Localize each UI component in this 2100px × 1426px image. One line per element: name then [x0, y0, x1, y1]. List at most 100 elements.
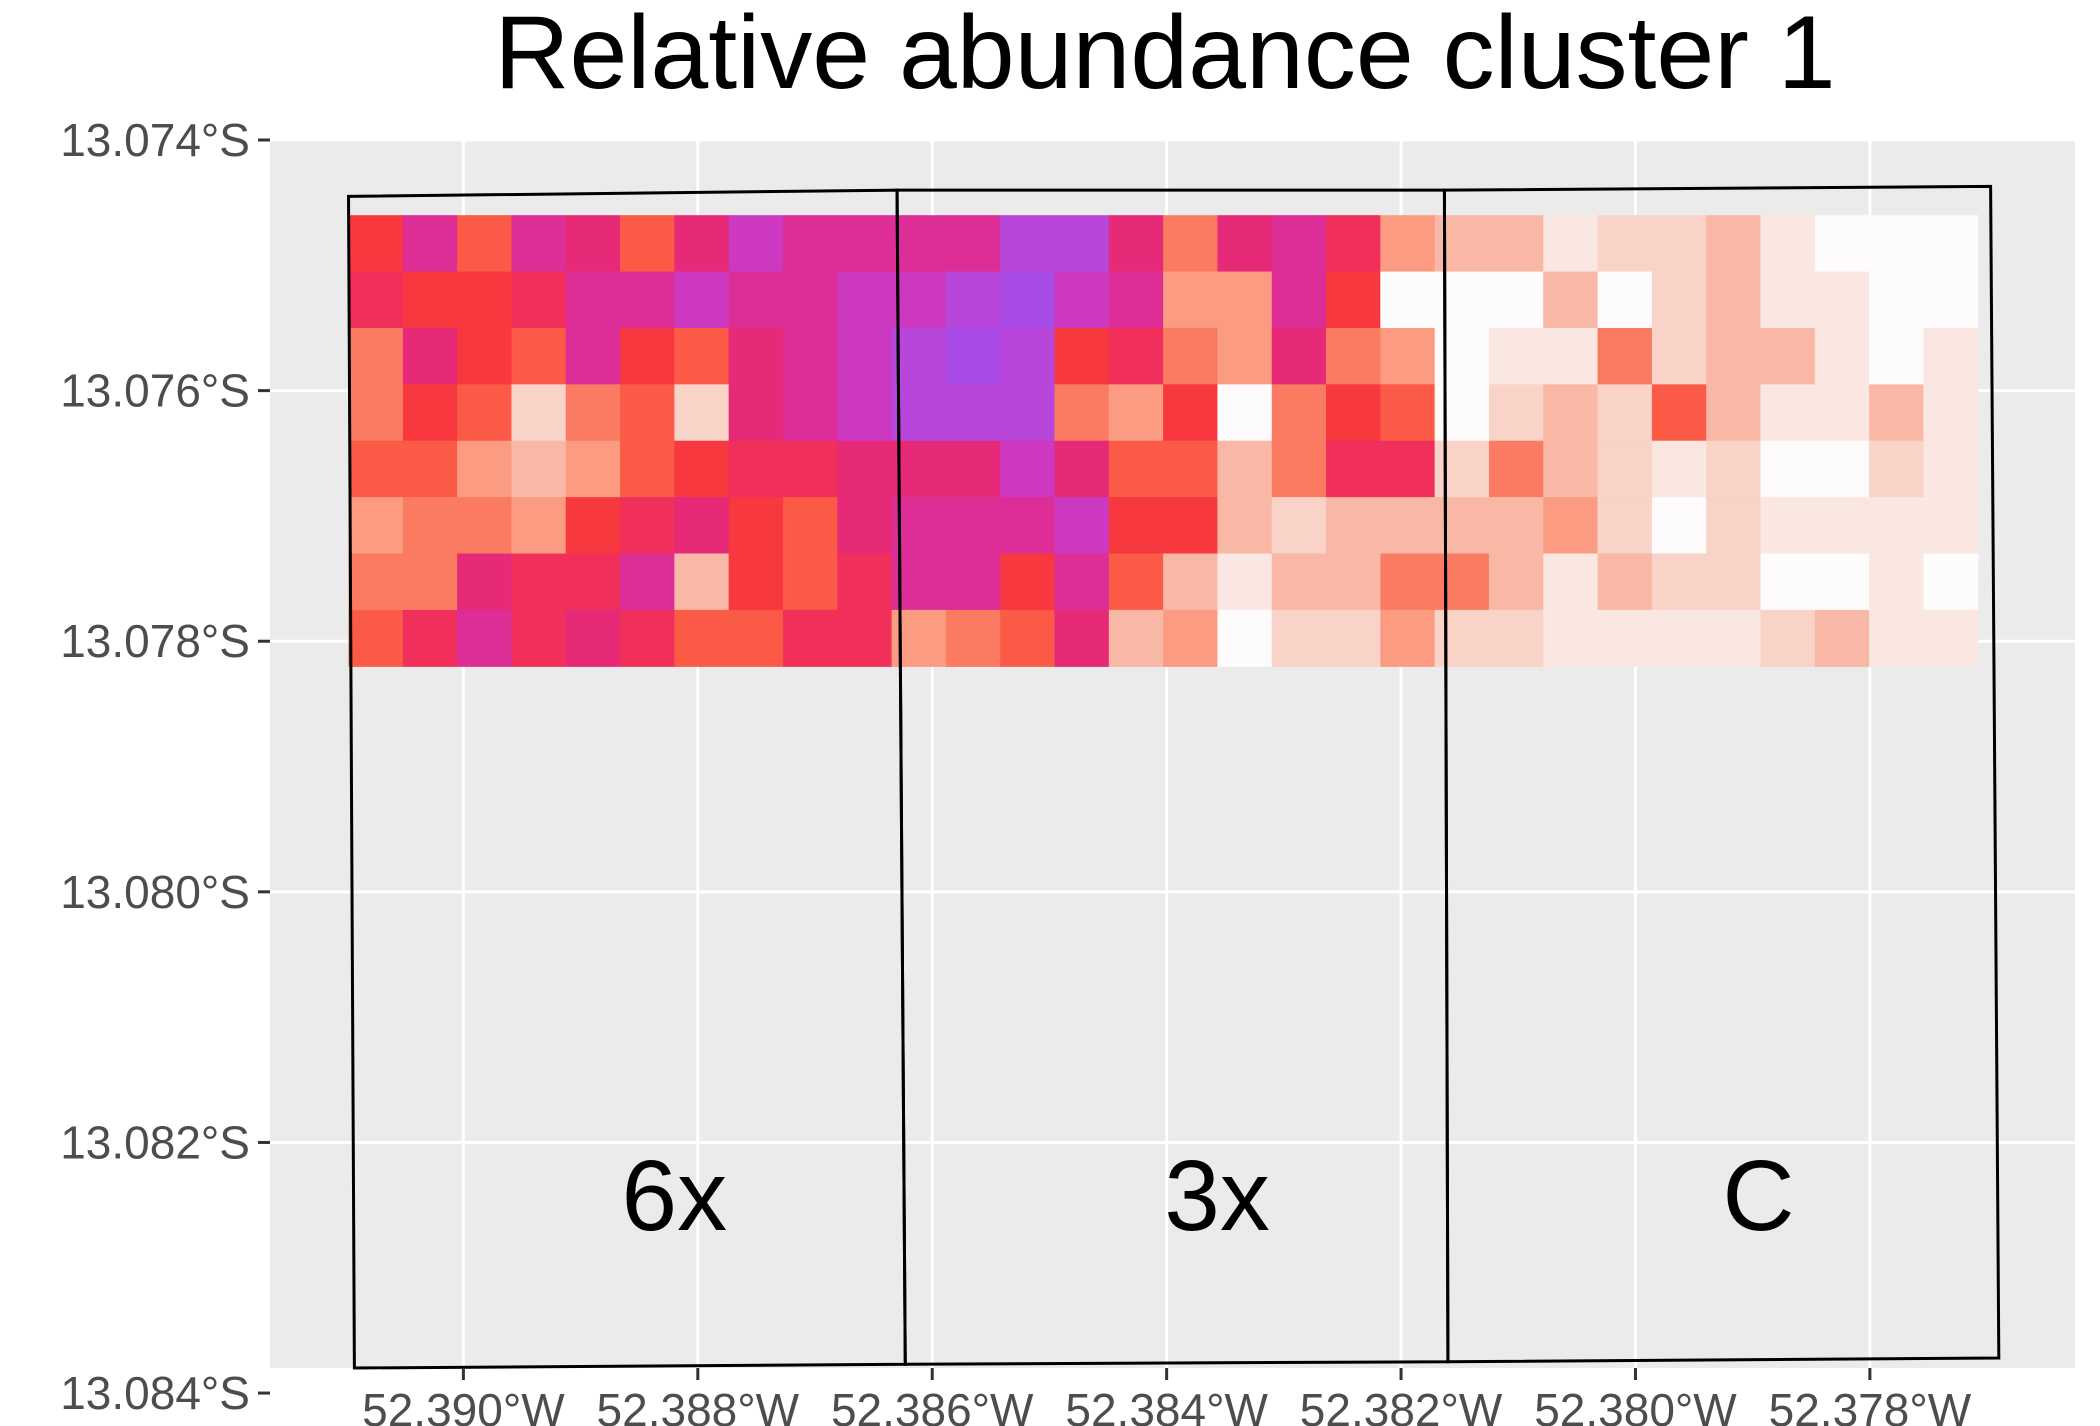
heatmap-cell [511, 497, 567, 555]
heatmap-cell [674, 553, 730, 611]
heatmap-cell [1108, 553, 1164, 611]
heatmap-cell [565, 440, 621, 498]
heatmap-cell [1869, 497, 1925, 555]
heatmap-cell [1000, 327, 1056, 385]
heatmap-cell [620, 215, 675, 273]
y-tick-label: 13.074°S [60, 114, 250, 166]
heatmap-cell [782, 384, 838, 442]
heatmap-cell [565, 384, 621, 442]
heatmap-cell [891, 440, 947, 498]
heatmap-cell [782, 271, 838, 329]
heatmap-cell [1760, 609, 1816, 667]
heatmap-cell [1706, 215, 1762, 273]
heatmap-cell [565, 327, 621, 385]
heatmap-cell [1163, 327, 1219, 385]
heatmap-cell [1326, 215, 1381, 273]
heatmap-cell [1760, 215, 1816, 273]
heatmap-cell [402, 384, 458, 442]
heatmap-cell [1054, 271, 1110, 329]
heatmap-cell [1923, 384, 1979, 442]
heatmap-cell [1651, 327, 1707, 385]
heatmap-cell [402, 609, 458, 667]
heatmap-cell [1054, 553, 1110, 611]
heatmap-cell [1054, 609, 1110, 667]
heatmap-cell [782, 609, 838, 667]
heatmap-cell [1108, 384, 1164, 442]
heatmap-cell [1706, 327, 1762, 385]
heatmap-cell [1923, 553, 1979, 611]
heatmap-cell [620, 384, 675, 442]
heatmap-cell [1271, 440, 1327, 498]
heatmap-cell [1923, 609, 1979, 667]
heatmap-cell [1434, 271, 1490, 329]
heatmap-cell [1108, 327, 1164, 385]
heatmap-cell [1380, 440, 1436, 498]
heatmap-cell [1923, 271, 1979, 329]
heatmap-cell [728, 497, 784, 555]
heatmap-cell [1760, 271, 1816, 329]
heatmap-cell [1706, 271, 1762, 329]
heatmap-cell [1271, 215, 1327, 273]
heatmap-cell [1000, 440, 1056, 498]
heatmap-cell [1651, 609, 1707, 667]
heatmap-cell [1651, 440, 1707, 498]
heatmap-cell [1217, 440, 1273, 498]
heatmap-cell [1054, 497, 1110, 555]
heatmap-cell [1000, 215, 1056, 273]
heatmap-cell [1326, 327, 1381, 385]
heatmap-cell [891, 271, 947, 329]
heatmap-cell [1706, 384, 1762, 442]
heatmap-cell [728, 440, 784, 498]
heatmap-cell [1217, 553, 1273, 611]
heatmap-cell [348, 384, 404, 442]
heatmap-cell [891, 327, 947, 385]
plot-labels: 6x 3x C [622, 1140, 1795, 1252]
heatmap-cell [402, 271, 458, 329]
x-tick-label: 52.380°W [1534, 1384, 1737, 1426]
heatmap-cell [1869, 271, 1925, 329]
heatmap-cell [1814, 215, 1870, 273]
heatmap-cell [1380, 609, 1436, 667]
heatmap-cell [1869, 553, 1925, 611]
heatmap-cell [565, 215, 621, 273]
heatmap-cell [1108, 215, 1164, 273]
heatmap-cell [945, 497, 1001, 555]
heatmap-cell [674, 384, 730, 442]
heatmap-cell [1760, 497, 1816, 555]
heatmap-cell [620, 327, 675, 385]
heatmap-cell [1000, 609, 1056, 667]
heatmap-cell [1597, 609, 1653, 667]
heatmap-cell [674, 215, 730, 273]
y-tick-label: 13.084°S [60, 1367, 250, 1419]
plot-label-6x: 6x [622, 1140, 728, 1252]
heatmap-cell [1271, 609, 1327, 667]
heatmap-cell [1000, 271, 1056, 329]
heatmap-cell [1543, 440, 1599, 498]
heatmap-cell [728, 553, 784, 611]
heatmap-cell [891, 384, 947, 442]
heatmap-cell [1923, 440, 1979, 498]
x-tick-label: 52.388°W [597, 1384, 800, 1426]
heatmap-cell [1163, 271, 1219, 329]
heatmap-cell [1706, 440, 1762, 498]
heatmap-cell [402, 553, 458, 611]
heatmap-cell [1814, 384, 1870, 442]
heatmap-cell [782, 327, 838, 385]
heatmap-cell [1108, 609, 1164, 667]
heatmap-cell [565, 497, 621, 555]
heatmap-cell [1000, 497, 1056, 555]
heatmap-cell [1108, 497, 1164, 555]
heatmap-cell [1543, 384, 1599, 442]
heatmap-cell [728, 215, 784, 273]
heatmap-cell [1434, 384, 1490, 442]
plot-outlines [347, 184, 2001, 1370]
heatmap-cell [620, 609, 675, 667]
heatmap-cell [457, 440, 513, 498]
heatmap-cell [1597, 440, 1653, 498]
x-tick-label: 52.378°W [1769, 1384, 1972, 1426]
y-tick-label: 13.080°S [60, 866, 250, 918]
heatmap-cell [1869, 215, 1925, 273]
heatmap-cell [1054, 440, 1110, 498]
heatmap-cell [837, 271, 893, 329]
heatmap-cell [511, 215, 567, 273]
